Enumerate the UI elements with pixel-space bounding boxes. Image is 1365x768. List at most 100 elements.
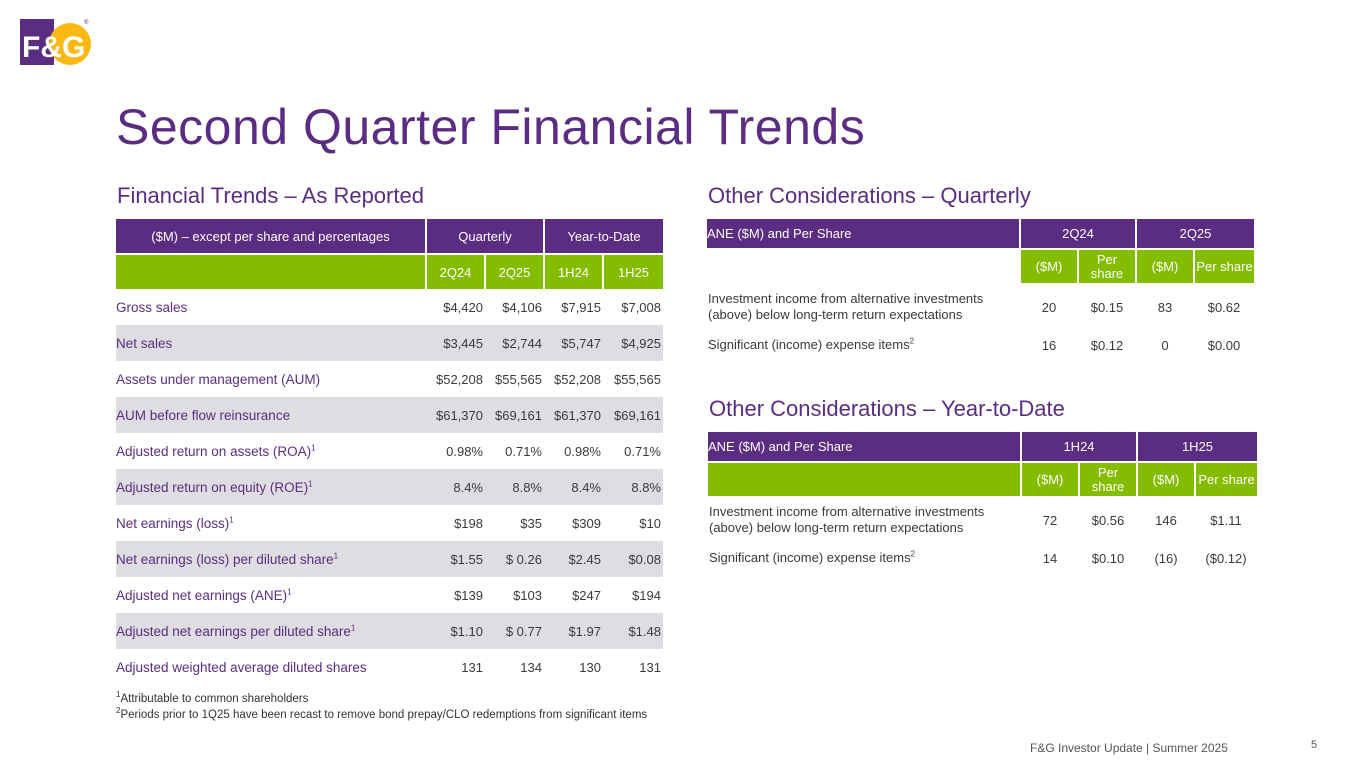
table-row: Assets under management (AUM) $52,208 $55,… (116, 361, 663, 397)
header-period-1: 2Q24 (1020, 219, 1137, 249)
cell-value: $52,208 (436, 371, 483, 387)
cell-value: $1.11 (1210, 512, 1242, 528)
table-header-row: ANE ($M) and Per Share 2Q24 2Q25 (707, 219, 1254, 249)
row-label: Net earnings (loss) per diluted share1 (116, 541, 426, 577)
cell-value: $ 0.26 (485, 541, 544, 577)
quarterly-considerations-table: ANE ($M) and Per Share 2Q24 2Q25 ($M) Pe… (707, 219, 1254, 359)
table-row: Investment income from alternative inves… (707, 283, 1254, 331)
cell-value: $1.48 (603, 613, 663, 649)
cell-value: $52,208 (554, 371, 601, 387)
cell-value: $55,565 (495, 371, 542, 387)
col-1h25: 1H25 (603, 253, 663, 289)
cell-value: 8.8% (485, 469, 544, 505)
cell-value: $0.12 (1090, 337, 1124, 353)
table-row: Adjusted net earnings (ANE)1 $139 $103 $247… (116, 577, 663, 613)
cell-value: 0.71% (624, 443, 661, 459)
sub-musd-1: ($M) (1020, 248, 1079, 283)
row-label: Significant (income) expense items2 (708, 336, 915, 352)
cell-value: $3,445 (426, 325, 485, 361)
col-1h24: 1H24 (544, 253, 604, 289)
table-row: Significant (income) expense items2 16 $0.… (707, 331, 1254, 359)
sub-per-share-2: Per share (1194, 248, 1254, 283)
header-period-1: 1H24 (1021, 432, 1138, 462)
cell-value: $139 (454, 587, 483, 603)
cell-value: $247 (572, 587, 601, 603)
cell-value: 0.98% (446, 443, 483, 459)
cell-value: $7,008 (621, 299, 661, 315)
header-period-2: 2Q25 (1136, 219, 1254, 249)
header-quarterly: Quarterly (426, 219, 545, 254)
financial-trends-table: ($M) – except per share and percentages … (116, 219, 663, 685)
cell-value: $194 (632, 587, 661, 603)
cell-value: $10 (639, 515, 661, 531)
table-subheader-row: ($M) Per share ($M) Per share (708, 461, 1257, 496)
cell-value: $4,925 (603, 325, 663, 361)
footnote-2: 2Periods prior to 1Q25 have been recast … (116, 706, 648, 721)
ytd-section-heading: Other Considerations – Year-to-Date (709, 396, 1065, 421)
cell-value: $4,106 (502, 299, 542, 315)
cell-value: $0.15 (1090, 299, 1124, 315)
sub-per-share-2: Per share (1195, 461, 1257, 496)
cell-value: 8.8% (603, 469, 663, 505)
row-label: Investment income from alternative inves… (708, 291, 984, 322)
cell-value: 131 (639, 659, 661, 675)
cell-value: $0.62 (1207, 299, 1241, 315)
page-number: 5 (1311, 739, 1318, 751)
cell-value: ($0.12) (1205, 550, 1247, 566)
table-row: Investment income from alternative inves… (708, 496, 1257, 544)
table-subheader-row: ($M) Per share ($M) Per share (707, 248, 1254, 283)
cell-value: 0 (1161, 337, 1169, 353)
quarterly-section-heading: Other Considerations – Quarterly (708, 183, 1031, 208)
table-row: Adjusted return on assets (ROA)1 0.98% 0.7… (116, 433, 663, 469)
ytd-considerations-table: ANE ($M) and Per Share 1H24 1H25 ($M) Pe… (708, 432, 1257, 572)
cell-value: 146 (1155, 512, 1177, 528)
page-title: Second Quarter Financial Trends (116, 99, 866, 155)
row-label: Net sales (116, 325, 426, 361)
row-label: Adjusted weighted average diluted shares (116, 659, 367, 675)
header-label: ANE ($M) and Per Share (707, 219, 1021, 249)
row-label: Adjusted net earnings per diluted share1 (116, 613, 426, 649)
table-row: AUM before flow reinsurance $61,370 $69,16… (116, 397, 663, 433)
header-period-2: 1H25 (1137, 432, 1257, 462)
cell-value: 131 (461, 659, 483, 675)
fg-logo: F&G ® (20, 19, 91, 65)
cell-value: 8.4% (544, 469, 603, 505)
sub-musd-2: ($M) (1136, 248, 1195, 283)
cell-value: 20 (1041, 299, 1057, 315)
cell-value: $55,565 (614, 371, 661, 387)
cell-value: 83 (1157, 299, 1173, 315)
cell-value: $2.45 (544, 541, 603, 577)
cell-value: $7,915 (561, 299, 601, 315)
table-row: Adjusted net earnings per diluted share1… (116, 613, 663, 649)
row-label: Net earnings (loss)1 (116, 515, 234, 531)
cell-value: $1.55 (426, 541, 485, 577)
cell-value: 16 (1041, 337, 1057, 353)
cell-value: $1.97 (544, 613, 603, 649)
table-row: Net earnings (loss)1 $198 $35 $309 $10 (116, 505, 663, 541)
cell-value: 134 (520, 659, 542, 675)
cell-value: 0.71% (505, 443, 542, 459)
subheader-blank (116, 253, 427, 289)
left-section-heading: Financial Trends – As Reported (117, 183, 424, 208)
logo-text: F&G (22, 31, 85, 64)
cell-value: $ 0.77 (485, 613, 544, 649)
sub-per-share-1: Per share (1078, 248, 1137, 283)
footer-text: F&G Investor Update | Summer 2025 (1030, 741, 1228, 755)
row-label: Adjusted return on assets (ROA)1 (116, 443, 316, 459)
table-header-row: ANE ($M) and Per Share 1H24 1H25 (708, 432, 1257, 462)
row-label: Assets under management (AUM) (116, 371, 321, 387)
row-label: Adjusted net earnings (ANE)1 (116, 587, 292, 603)
cell-value: $69,161 (603, 397, 663, 433)
cell-value: $1.10 (426, 613, 485, 649)
cell-value: 72 (1042, 512, 1058, 528)
cell-value: 14 (1042, 550, 1058, 566)
table-row: Net sales $3,445 $2,744 $5,747 $4,925 (116, 325, 663, 361)
table-subheader-row: 2Q24 2Q25 1H24 1H25 (116, 253, 663, 289)
table-row: Net earnings (loss) per diluted share1 $1… (116, 541, 663, 577)
cell-value: $2,744 (485, 325, 544, 361)
subheader-blank (707, 248, 1021, 283)
table-row: Gross sales $4,420 $4,106 $7,915 $7,008 (116, 289, 663, 325)
cell-value: $5,747 (544, 325, 603, 361)
cell-value: $0.08 (603, 541, 663, 577)
cell-value: 8.4% (426, 469, 485, 505)
